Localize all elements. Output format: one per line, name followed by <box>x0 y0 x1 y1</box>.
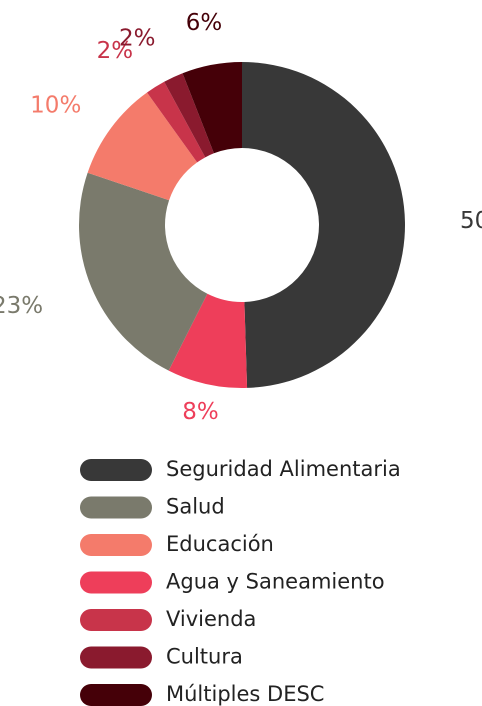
slice <box>87 92 198 201</box>
slice <box>182 62 242 154</box>
slice <box>78 172 208 371</box>
legend-label: Cultura <box>166 645 243 669</box>
legend-label: Agua y Saneamiento <box>166 570 385 594</box>
legend-swatch <box>80 646 152 669</box>
slice <box>168 293 248 388</box>
legend-swatch <box>80 571 152 594</box>
value-label: 50% <box>460 208 482 234</box>
legend-label: Salud <box>166 495 225 519</box>
value-label: 2% <box>119 26 156 52</box>
value-label: 6% <box>186 10 223 36</box>
value-label: 8% <box>182 399 219 425</box>
value-label: 10% <box>30 92 81 118</box>
legend-label: Vivienda <box>166 607 256 631</box>
value-label: 23% <box>0 293 43 319</box>
slice <box>164 73 214 158</box>
slice <box>147 81 206 163</box>
legend-swatch <box>80 534 152 556</box>
legend-swatch <box>80 609 152 631</box>
legend-swatch <box>80 684 152 706</box>
legend-swatch <box>80 496 152 519</box>
legend-swatch <box>80 459 152 481</box>
legend-label: Educación <box>166 532 274 556</box>
value-label: 2% <box>97 38 134 64</box>
legend-label: Seguridad Alimentaria <box>166 457 401 481</box>
legend-label: Múltiples DESC <box>166 682 324 706</box>
slice <box>242 62 405 388</box>
